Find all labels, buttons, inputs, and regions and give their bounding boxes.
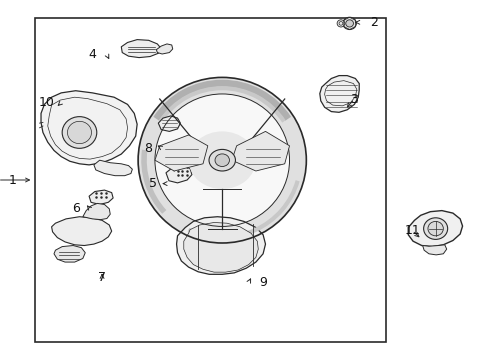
Text: 10: 10 bbox=[39, 96, 55, 109]
Text: 9: 9 bbox=[259, 276, 266, 289]
Text: 3: 3 bbox=[350, 93, 358, 105]
Polygon shape bbox=[183, 222, 258, 272]
Text: 11: 11 bbox=[404, 224, 419, 237]
Ellipse shape bbox=[427, 221, 443, 236]
Polygon shape bbox=[155, 135, 207, 171]
Polygon shape bbox=[94, 160, 132, 176]
Polygon shape bbox=[165, 166, 192, 183]
Polygon shape bbox=[407, 211, 462, 247]
Polygon shape bbox=[54, 246, 85, 262]
Ellipse shape bbox=[155, 94, 289, 226]
Ellipse shape bbox=[188, 131, 255, 189]
Polygon shape bbox=[176, 217, 265, 274]
Polygon shape bbox=[121, 40, 161, 58]
Polygon shape bbox=[41, 91, 137, 165]
Text: 7: 7 bbox=[98, 271, 106, 284]
Ellipse shape bbox=[423, 218, 447, 239]
Ellipse shape bbox=[336, 20, 344, 27]
Polygon shape bbox=[422, 245, 446, 255]
Text: 1: 1 bbox=[8, 174, 16, 186]
Ellipse shape bbox=[138, 77, 305, 243]
Ellipse shape bbox=[345, 20, 353, 27]
Polygon shape bbox=[231, 131, 289, 171]
Text: 8: 8 bbox=[143, 142, 151, 155]
Ellipse shape bbox=[208, 149, 235, 171]
Ellipse shape bbox=[215, 154, 229, 166]
Ellipse shape bbox=[342, 17, 356, 30]
Bar bbox=[35, 18, 385, 342]
Text: 2: 2 bbox=[369, 16, 377, 29]
Ellipse shape bbox=[67, 121, 91, 144]
Text: 6: 6 bbox=[72, 202, 80, 215]
Polygon shape bbox=[89, 190, 113, 204]
Polygon shape bbox=[156, 44, 172, 54]
Polygon shape bbox=[82, 203, 110, 220]
Polygon shape bbox=[52, 217, 111, 246]
Polygon shape bbox=[319, 76, 359, 112]
Ellipse shape bbox=[62, 117, 97, 148]
Text: 5: 5 bbox=[148, 177, 156, 190]
Text: 4: 4 bbox=[88, 48, 96, 61]
Polygon shape bbox=[158, 116, 180, 131]
